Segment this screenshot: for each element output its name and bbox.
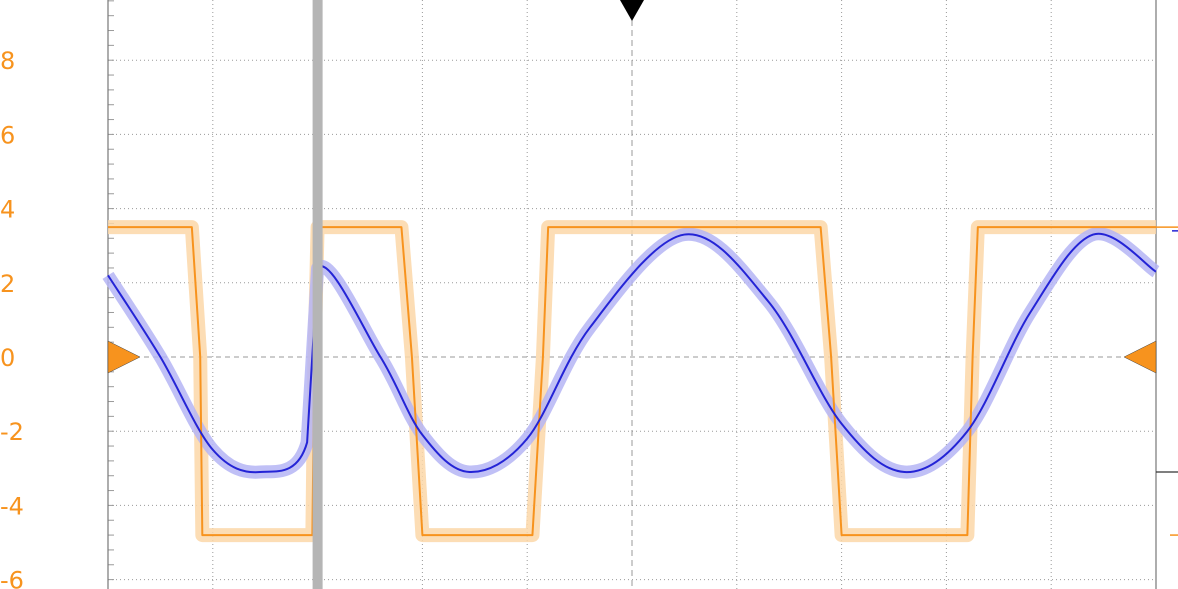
y-tick-label: -2 bbox=[0, 418, 24, 446]
time-cursor bbox=[312, 0, 323, 589]
series-line bbox=[107, 232, 1157, 474]
y-tick-label: -6 bbox=[0, 567, 24, 589]
y-axis-tick-labels: 10 8 6 4 2 0 -2 -4 -6 bbox=[0, 0, 31, 589]
y-tick-label: 0 bbox=[0, 344, 15, 372]
ground-marker-right-icon bbox=[1123, 340, 1157, 374]
scope-markers bbox=[107, 0, 1178, 589]
y-tick-label: 2 bbox=[0, 270, 15, 298]
waveform-traces bbox=[107, 226, 1157, 537]
y-tick-label: 8 bbox=[0, 47, 15, 75]
y-tick-label: -4 bbox=[0, 492, 24, 520]
series-line bbox=[108, 226, 1156, 537]
graticule-grid bbox=[107, 0, 1157, 589]
ground-marker-left-icon bbox=[107, 340, 141, 374]
y-tick-label: 10 bbox=[0, 0, 31, 1]
y-tick-label: 4 bbox=[0, 196, 15, 224]
trigger-marker-icon bbox=[620, 0, 644, 21]
y-tick-label: 6 bbox=[0, 121, 15, 149]
